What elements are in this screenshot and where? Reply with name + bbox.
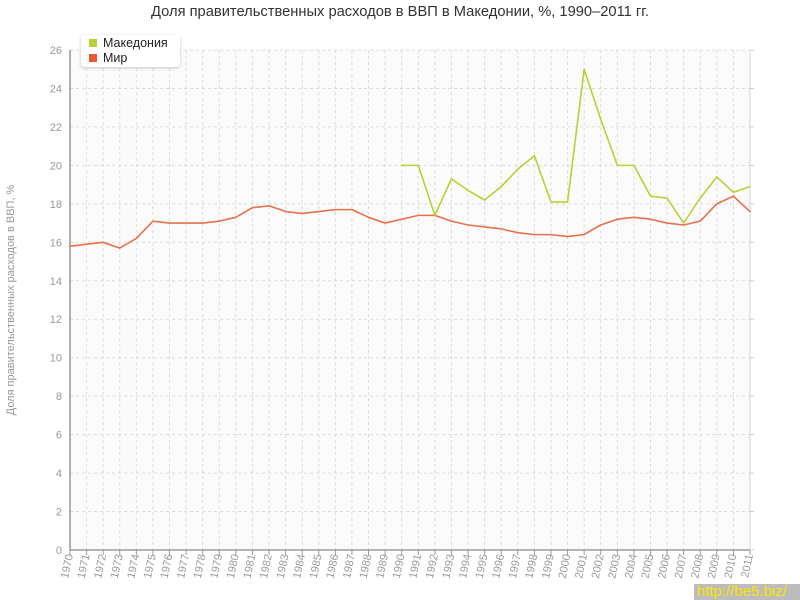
svg-text:20: 20 bbox=[50, 160, 62, 172]
svg-text:0: 0 bbox=[56, 545, 62, 557]
svg-text:26: 26 bbox=[50, 45, 62, 57]
svg-text:4: 4 bbox=[56, 468, 62, 480]
svg-text:22: 22 bbox=[50, 122, 62, 134]
svg-text:8: 8 bbox=[56, 391, 62, 403]
svg-text:Доля правительственных расходо: Доля правительственных расходов в ВВП, % bbox=[5, 184, 17, 415]
svg-text:2: 2 bbox=[56, 507, 62, 519]
svg-text:16: 16 bbox=[50, 237, 62, 249]
svg-text:18: 18 bbox=[50, 199, 62, 211]
svg-text:6: 6 bbox=[56, 430, 62, 442]
svg-text:12: 12 bbox=[50, 314, 62, 326]
svg-text:24: 24 bbox=[50, 83, 62, 95]
svg-text:10: 10 bbox=[50, 353, 62, 365]
svg-text:14: 14 bbox=[50, 276, 62, 288]
